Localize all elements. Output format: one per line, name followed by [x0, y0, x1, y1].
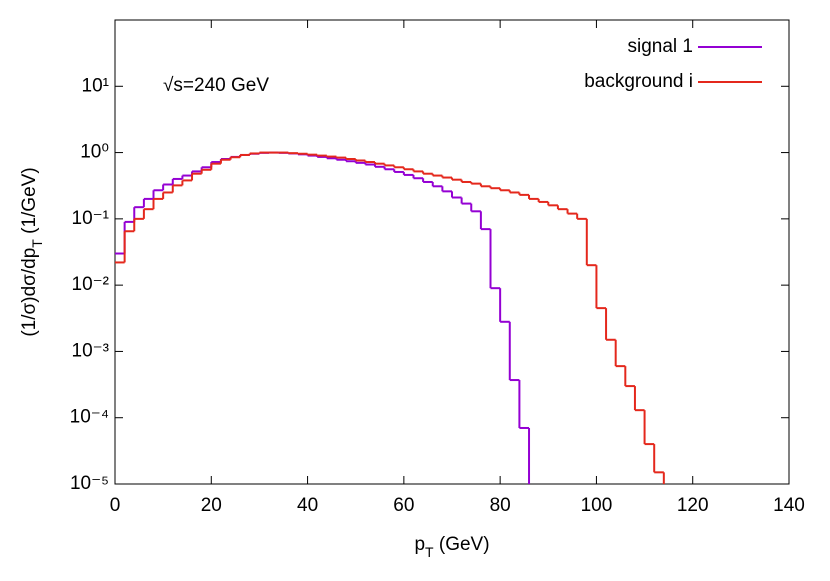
y-axis-label-part: (1/GeV) — [19, 167, 40, 239]
x-tick-label: 100 — [581, 495, 613, 516]
x-axis-label-part: (GeV) — [434, 534, 490, 555]
x-axis-label: pT (GeV) — [414, 534, 489, 560]
x-tick-label: 140 — [773, 495, 805, 516]
plot-frame — [114, 19, 790, 485]
y-tick-label: 10⁻³ — [72, 340, 110, 361]
y-axis-label-part: T — [29, 239, 45, 248]
annotation: √s=240 GeV — [163, 75, 269, 96]
series — [115, 151, 531, 484]
x-tick-label: 20 — [201, 495, 222, 516]
legend-label: signal 1 — [628, 36, 694, 57]
y-tick-label: 10¹ — [82, 75, 109, 96]
x-tick-label: 60 — [393, 495, 414, 516]
y-axis-label-part: (1/σ)dσ/dp — [19, 248, 40, 337]
x-tick-label: 80 — [490, 495, 511, 516]
y-tick-label: 10⁻¹ — [72, 208, 110, 229]
x-tick-label: 120 — [677, 495, 709, 516]
legend-label: background i — [584, 71, 693, 92]
y-tick-label: 10⁻⁵ — [70, 473, 109, 494]
x-axis-label-part: T — [425, 544, 434, 560]
y-tick-label: 10⁰ — [80, 142, 109, 163]
x-axis-label-part: p — [414, 534, 425, 555]
x-tick-label: 0 — [110, 495, 121, 516]
series — [115, 151, 665, 484]
x-tick-label: 40 — [297, 495, 318, 516]
y-axis-label: (1/σ)dσ/dpT (1/GeV) — [19, 167, 45, 336]
y-tick-label: 10⁻⁴ — [70, 407, 109, 428]
y-tick-label: 10⁻² — [72, 274, 110, 295]
